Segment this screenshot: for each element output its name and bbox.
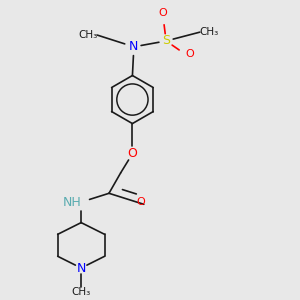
Text: CH₃: CH₃ xyxy=(78,30,97,40)
Text: CH₃: CH₃ xyxy=(200,27,219,37)
Text: N: N xyxy=(76,262,86,275)
Text: S: S xyxy=(162,34,170,47)
Text: NH: NH xyxy=(62,196,81,208)
Text: O: O xyxy=(159,8,168,17)
Text: O: O xyxy=(185,49,194,59)
Text: CH₃: CH₃ xyxy=(71,287,91,297)
Text: O: O xyxy=(128,147,137,160)
Text: O: O xyxy=(137,197,146,207)
Text: N: N xyxy=(129,40,139,53)
